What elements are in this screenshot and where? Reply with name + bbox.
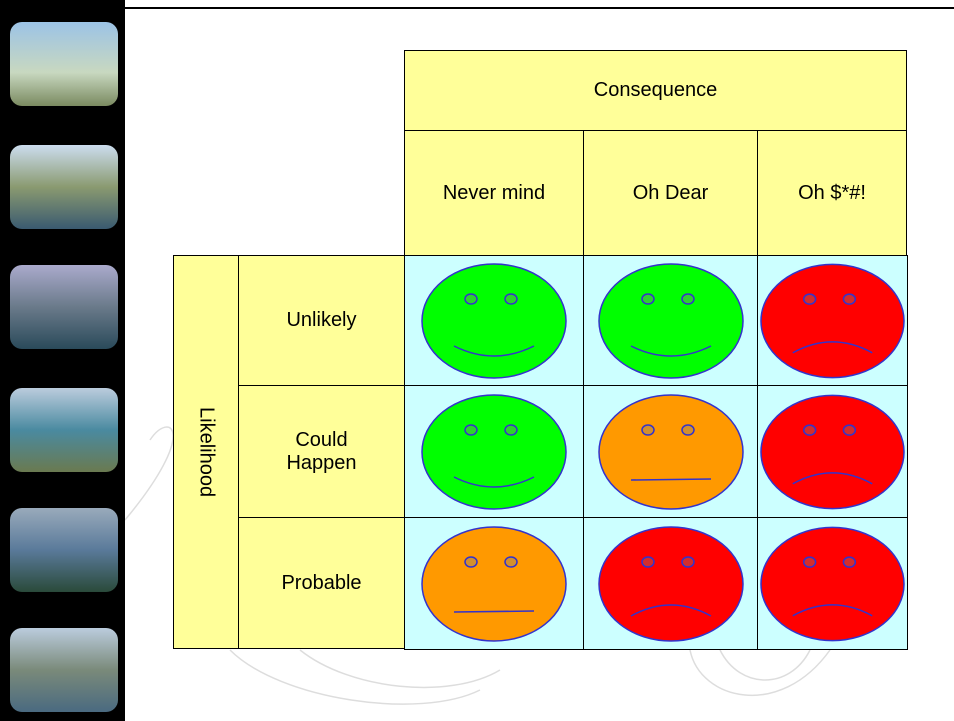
thumbnail xyxy=(10,265,118,349)
eye xyxy=(842,555,857,568)
risk-cell xyxy=(757,385,908,518)
mouth xyxy=(453,475,535,488)
eye xyxy=(680,292,695,305)
consequence-header: Consequence xyxy=(404,50,907,131)
face xyxy=(421,262,567,379)
risk-cell xyxy=(404,255,584,386)
thumbnail-strip xyxy=(0,0,125,721)
column-header: Oh $*#! xyxy=(757,130,907,256)
row-header: Unlikely xyxy=(238,255,405,386)
risk-cell xyxy=(757,517,908,650)
face xyxy=(421,525,567,642)
risk-cell xyxy=(583,255,758,386)
column-header: Oh Dear xyxy=(583,130,758,256)
mouth xyxy=(453,344,535,357)
thumbnail xyxy=(10,628,118,712)
eye xyxy=(640,555,655,568)
thumbnail xyxy=(10,22,118,106)
risk-cell xyxy=(583,517,758,650)
eye xyxy=(464,555,478,568)
face-outline xyxy=(421,393,567,510)
face-outline xyxy=(760,526,905,641)
face xyxy=(760,394,905,509)
likelihood-header: Likelihood xyxy=(173,255,239,649)
face-outline xyxy=(421,525,567,642)
mouth xyxy=(630,344,711,357)
mouth xyxy=(792,603,873,616)
mouth xyxy=(792,471,873,484)
face-outline xyxy=(421,262,567,379)
top-rule xyxy=(125,7,954,9)
thumbnail xyxy=(10,388,118,472)
eye xyxy=(640,423,655,436)
column-header: Never mind xyxy=(404,130,584,256)
risk-cell xyxy=(583,385,758,518)
face xyxy=(597,393,744,510)
risk-cell xyxy=(757,255,908,386)
face xyxy=(421,393,567,510)
thumbnail xyxy=(10,508,118,592)
eye xyxy=(842,423,857,436)
eye xyxy=(680,423,695,436)
mouth xyxy=(792,340,873,353)
eye xyxy=(802,555,817,568)
eye xyxy=(504,555,518,568)
thumbnail xyxy=(10,145,118,229)
face-outline xyxy=(760,263,905,378)
eye xyxy=(504,292,518,305)
face xyxy=(597,525,744,642)
face-outline xyxy=(597,525,744,642)
face-outline xyxy=(597,262,744,379)
row-header: Probable xyxy=(238,517,405,649)
face xyxy=(760,263,905,378)
eye xyxy=(802,292,817,305)
eye xyxy=(802,423,817,436)
mouth xyxy=(453,609,535,613)
face xyxy=(597,262,744,379)
face-outline xyxy=(597,393,744,510)
eye xyxy=(640,292,655,305)
eye xyxy=(464,423,478,436)
eye xyxy=(504,423,518,436)
face-outline xyxy=(760,394,905,509)
face xyxy=(760,526,905,641)
eye xyxy=(842,292,857,305)
mouth xyxy=(630,477,711,481)
risk-cell xyxy=(404,517,584,650)
row-header: Could Happen xyxy=(238,385,405,518)
mouth xyxy=(630,603,711,617)
risk-cell xyxy=(404,385,584,518)
eye xyxy=(680,555,695,568)
eye xyxy=(464,292,478,305)
